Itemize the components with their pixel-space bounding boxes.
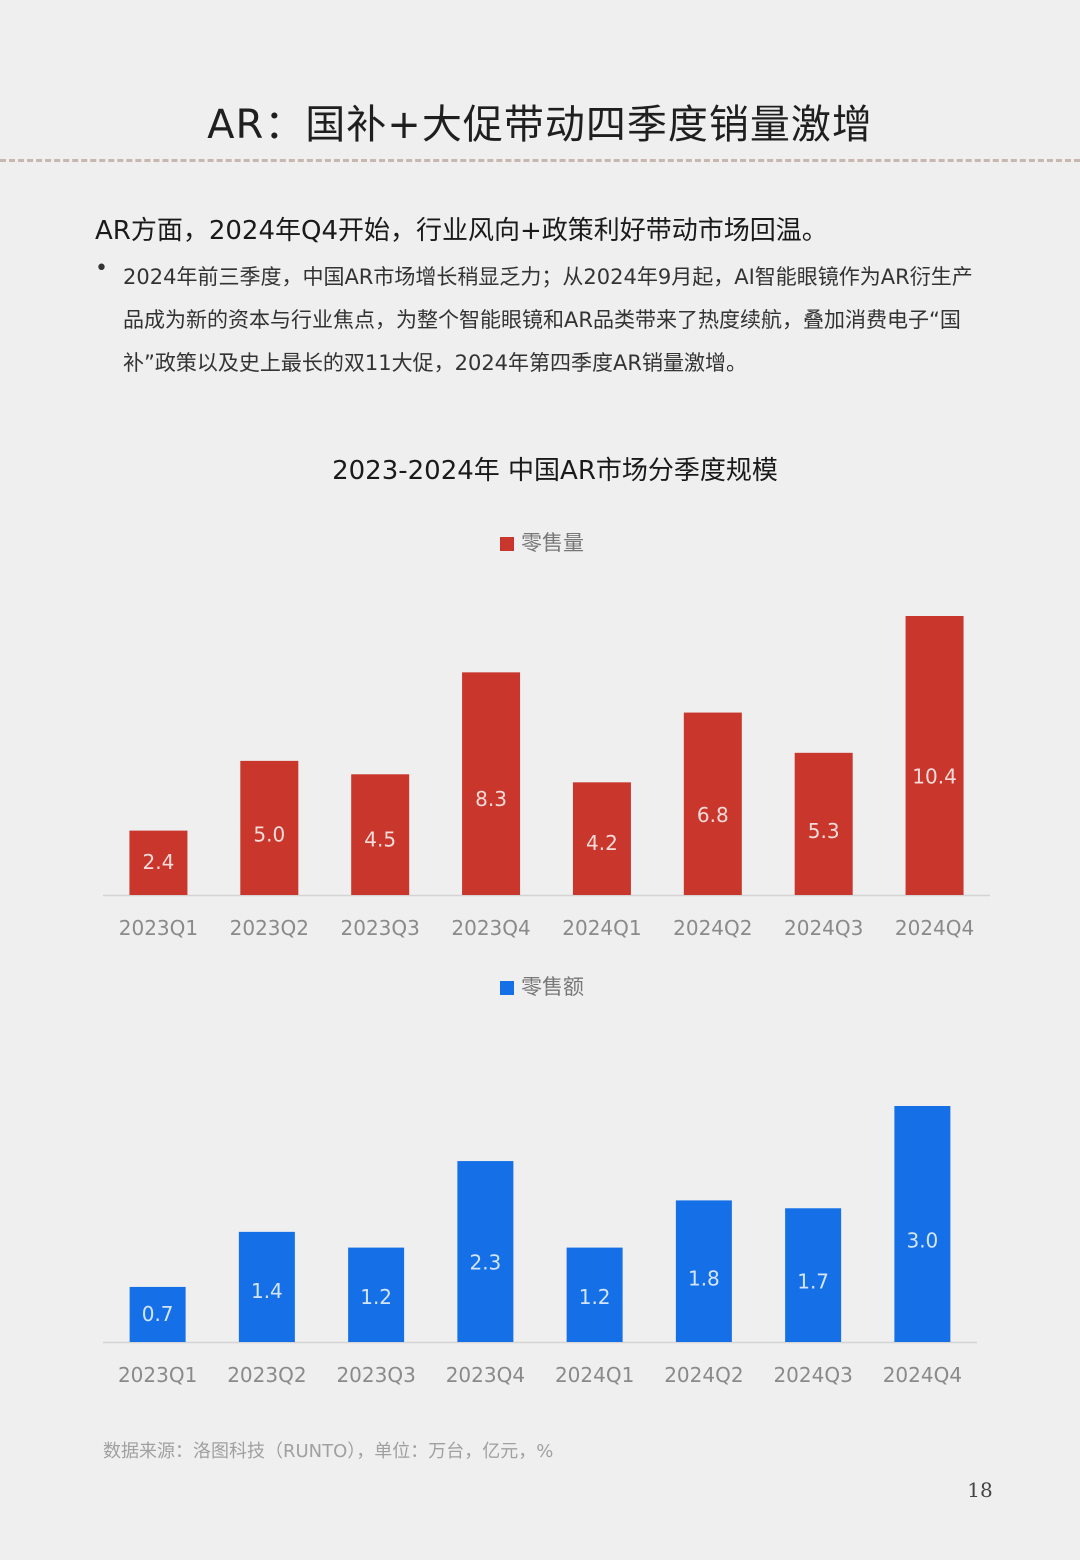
headline: AR方面，2024年Q4开始，行业风向+政策利好带动市场回温。 bbox=[95, 216, 828, 246]
bar bbox=[240, 760, 299, 895]
x-tick-label: 2023Q2 bbox=[230, 916, 309, 940]
legend-label: 零售额 bbox=[521, 975, 584, 999]
bullet-text: 2024年前三季度，中国AR市场增长稍显乏力；从2024年9月起，AI智能眼镜作… bbox=[123, 265, 973, 375]
bar bbox=[794, 752, 853, 895]
data-label: 2.4 bbox=[143, 850, 175, 874]
bar bbox=[675, 1200, 732, 1342]
data-label: 8.3 bbox=[475, 787, 507, 811]
x-tick-label: 2024Q3 bbox=[773, 1363, 852, 1387]
data-label: 0.7 bbox=[142, 1302, 174, 1326]
x-tick-label: 2024Q3 bbox=[784, 916, 863, 940]
page-number: 18 bbox=[967, 1478, 993, 1502]
data-label: 4.5 bbox=[364, 828, 396, 852]
bar bbox=[785, 1208, 842, 1342]
bar bbox=[129, 1286, 186, 1342]
page-title: AR：国补+大促带动四季度销量激增 bbox=[207, 102, 873, 148]
data-label: 3.0 bbox=[906, 1229, 938, 1253]
x-tick-label: 2023Q3 bbox=[336, 1363, 415, 1387]
data-label: 1.7 bbox=[797, 1270, 829, 1294]
x-tick-label: 2024Q2 bbox=[673, 916, 752, 940]
bar bbox=[238, 1231, 295, 1342]
legend-label: 零售量 bbox=[521, 531, 584, 555]
x-tick-label: 2023Q4 bbox=[446, 1363, 525, 1387]
x-tick-label: 2024Q1 bbox=[555, 1363, 634, 1387]
x-tick-label: 2023Q4 bbox=[451, 916, 530, 940]
bullet-marker: • bbox=[95, 256, 108, 281]
x-tick-label: 2023Q2 bbox=[227, 1363, 306, 1387]
bar bbox=[905, 616, 964, 895]
data-label: 2.3 bbox=[469, 1251, 501, 1275]
data-label: 6.8 bbox=[697, 803, 729, 827]
data-label: 1.4 bbox=[251, 1279, 283, 1303]
x-tick-label: 2024Q2 bbox=[664, 1363, 743, 1387]
bar bbox=[457, 1161, 514, 1342]
data-source-note: 数据来源：洛图科技（RUNTO），单位：万台，亿元，% bbox=[103, 1441, 554, 1462]
bar bbox=[894, 1106, 951, 1342]
x-tick-label: 2023Q1 bbox=[119, 916, 198, 940]
data-label: 1.2 bbox=[360, 1285, 392, 1309]
data-label: 5.0 bbox=[253, 822, 285, 846]
x-tick-label: 2023Q1 bbox=[118, 1363, 197, 1387]
data-label: 1.8 bbox=[688, 1266, 720, 1290]
bar bbox=[566, 1247, 623, 1342]
bar bbox=[351, 774, 410, 895]
data-label: 5.3 bbox=[808, 819, 840, 843]
bar bbox=[348, 1247, 405, 1342]
title-divider bbox=[0, 159, 1080, 162]
data-label: 1.2 bbox=[579, 1285, 611, 1309]
legend-swatch bbox=[500, 537, 514, 551]
data-label: 10.4 bbox=[912, 764, 957, 788]
x-tick-label: 2024Q4 bbox=[883, 1363, 962, 1387]
bar bbox=[462, 672, 521, 895]
x-tick-label: 2023Q3 bbox=[341, 916, 420, 940]
chart-title: 2023-2024年 中国AR市场分季度规模 bbox=[332, 456, 778, 486]
bar bbox=[129, 830, 188, 895]
data-label: 4.2 bbox=[586, 831, 618, 855]
x-tick-label: 2024Q4 bbox=[895, 916, 974, 940]
bar bbox=[572, 782, 631, 895]
x-tick-label: 2024Q1 bbox=[562, 916, 641, 940]
bar bbox=[683, 712, 742, 895]
legend-swatch bbox=[500, 981, 514, 995]
